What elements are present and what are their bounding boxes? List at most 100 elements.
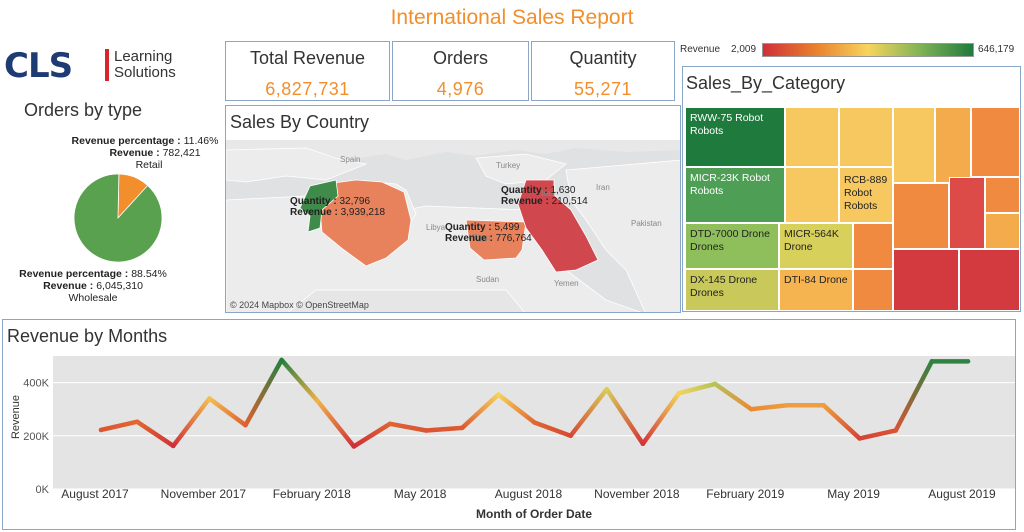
treemap-cell-e[interactable] <box>853 269 893 311</box>
treemap-cell-b[interactable] <box>839 107 893 167</box>
line-segment <box>676 381 718 396</box>
wholesale-pct-line: Revenue percentage : 88.54% <box>19 268 167 280</box>
treemap-cell-dtd7000[interactable]: DTD-7000 Drone Drones <box>685 223 779 269</box>
logo-mark-text: CLS <box>4 46 73 86</box>
logo-text: Learning Solutions <box>114 49 176 81</box>
line-point[interactable] <box>712 381 718 387</box>
line-point[interactable] <box>568 433 573 438</box>
logo-mark: CLS <box>4 46 73 86</box>
treemap-cell-m[interactable] <box>893 249 959 311</box>
line-point[interactable] <box>749 407 754 412</box>
orders-by-type-title: Orders by type <box>24 100 143 120</box>
line-point[interactable] <box>821 403 826 408</box>
line-point[interactable] <box>351 444 357 449</box>
map-qty-2: 5,499 <box>494 222 520 233</box>
line-segment <box>568 387 609 439</box>
line-point[interactable] <box>315 399 320 404</box>
line-segment <box>279 357 320 404</box>
map-place-sudan: Sudan <box>476 275 499 284</box>
treemap-cell-a[interactable] <box>785 107 839 167</box>
logo-divider <box>105 49 109 81</box>
line-point[interactable] <box>98 427 104 433</box>
treemap-cell-rcb889[interactable]: RCB-889 Robot Robots <box>839 167 893 223</box>
y-axis-label: Revenue <box>10 395 22 439</box>
sales-map[interactable]: Spain Turkey Iraq Iran Pakistan Libya Eg… <box>226 140 681 313</box>
wholesale-name: Wholesale <box>68 292 118 304</box>
treemap-cell-g[interactable] <box>935 107 971 183</box>
treemap-cell-d[interactable] <box>853 223 893 269</box>
map-country-saudi-arabia[interactable] <box>517 179 599 273</box>
treemap-cell-dx145[interactable]: DX-145 Drone Drones <box>685 269 779 311</box>
logo-line2: Solutions <box>114 64 176 81</box>
legend-gradient <box>762 43 974 57</box>
pie-slice-wholesale[interactable] <box>73 173 163 263</box>
line-point[interactable] <box>134 419 140 424</box>
map-place-egypt: Egypt <box>472 233 493 242</box>
retail-name: Retail <box>135 159 163 171</box>
line-segment <box>604 387 646 447</box>
line-segment <box>243 357 284 428</box>
treemap-cell-micr564k[interactable]: MICR-564K Drone <box>779 223 853 269</box>
line-segment <box>315 398 357 449</box>
kpi-total-revenue: Total Revenue 6,827,731 <box>225 41 390 101</box>
treemap-cell-j[interactable] <box>949 177 985 249</box>
treemap-cell-dti84[interactable]: DTI-84 Drone <box>779 269 853 311</box>
retail-rev-line: Revenue : 782,421 <box>109 147 201 159</box>
line-point[interactable] <box>387 421 393 427</box>
map-place-pakistan: Pakistan <box>631 219 662 228</box>
y-tick-label: 0K <box>36 484 50 496</box>
treemap-cell-micr23k[interactable]: MICR-23K Robot Robots <box>685 167 785 223</box>
line-segment <box>857 428 898 441</box>
map-place-libya: Libya <box>426 223 446 232</box>
line-point[interactable] <box>171 443 176 449</box>
revenue-line-chart[interactable]: 0K 200K 400K August 2017 November 2017 Febru… <box>3 320 1015 529</box>
x-tick-label: August 2017 <box>61 487 129 501</box>
line-point[interactable] <box>640 441 646 446</box>
line-point[interactable] <box>207 396 212 401</box>
x-tick-label: November 2018 <box>594 487 680 501</box>
x-tick-label: February 2019 <box>706 487 784 501</box>
revenue-by-months-title: Revenue by Months <box>7 326 168 346</box>
treemap-cell-n[interactable] <box>959 249 1020 311</box>
line-point[interactable] <box>929 359 935 364</box>
treemap-cell-i[interactable] <box>893 183 949 249</box>
line-point[interactable] <box>965 359 971 364</box>
legend-label: Revenue <box>680 44 721 55</box>
line-point[interactable] <box>893 428 898 433</box>
line-point[interactable] <box>604 387 609 392</box>
line-point[interactable] <box>243 422 248 428</box>
map-country-algeria[interactable] <box>319 179 412 267</box>
y-ticks: 0K 200K 400K <box>23 378 49 496</box>
map-label-egypt: Quantity : 5,499 Revenue : 776,764 <box>445 222 532 244</box>
line-point[interactable] <box>857 436 862 441</box>
legend-max: 646,179 <box>978 44 1015 55</box>
map-place-spain: Spain <box>340 155 360 164</box>
line-point[interactable] <box>279 357 284 363</box>
treemap-cell-h[interactable] <box>971 107 1020 177</box>
map-place-yemen: Yemen <box>554 279 579 288</box>
treemap-cell-rww75[interactable]: RWW-75 Robot Robots <box>685 107 785 167</box>
line-segment <box>460 392 501 431</box>
wholesale-rev: 6,045,310 <box>96 280 143 292</box>
treemap-cell-c[interactable] <box>785 167 839 223</box>
line-point[interactable] <box>423 428 429 433</box>
treemap-cell-l[interactable] <box>985 213 1020 249</box>
legend-min: 2,009 <box>731 44 757 55</box>
y-tick-label: 200K <box>23 431 49 443</box>
line-segment <box>640 390 682 447</box>
line-segment <box>532 420 573 439</box>
retail-rev: 782,421 <box>162 147 201 159</box>
treemap-cell-f[interactable] <box>893 107 935 183</box>
map-place-iraq: Iraq <box>541 189 555 198</box>
map-country-morocco[interactable] <box>299 179 339 233</box>
kpi-label: Quantity <box>569 48 637 68</box>
x-tick-label: August 2018 <box>495 487 563 501</box>
line-point[interactable] <box>676 391 682 396</box>
line-point[interactable] <box>532 420 537 425</box>
line-point[interactable] <box>785 403 790 408</box>
line-point[interactable] <box>460 425 465 431</box>
map-land-iberia <box>226 147 368 183</box>
line-point[interactable] <box>496 392 501 397</box>
treemap-cell-k[interactable] <box>985 177 1020 213</box>
map-land-sudan <box>287 289 525 312</box>
